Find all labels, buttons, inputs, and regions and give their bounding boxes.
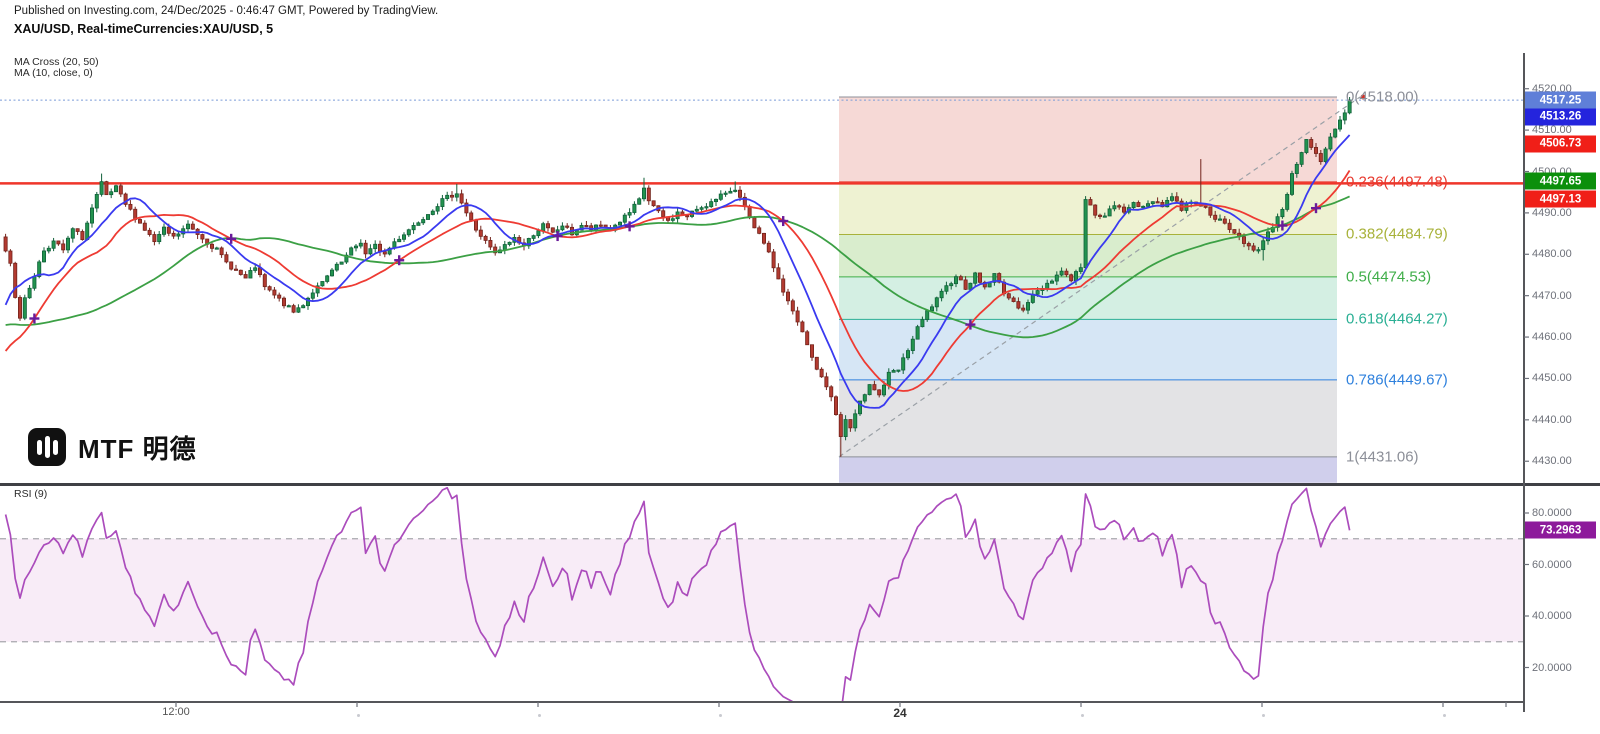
- fib-level-label: 0.236(4497.48): [1346, 173, 1448, 191]
- rsi-axis-label: 20.0000: [1532, 661, 1572, 674]
- indicator-ma10-label[interactable]: MA (10, close, 0): [14, 67, 93, 79]
- price-axis-label: 4480.00: [1532, 248, 1572, 261]
- price-axis-label: 4430.00: [1532, 455, 1572, 468]
- price-axis-label: 4510.00: [1532, 124, 1572, 137]
- time-axis-minor-dot: [538, 714, 541, 717]
- time-axis-minor-dot: [1262, 714, 1265, 717]
- ma50-badge: 4497.65: [1525, 172, 1596, 190]
- time-axis-minor-dot: [1443, 714, 1446, 717]
- fib-level-label: 0(4518.00): [1346, 88, 1419, 106]
- time-axis-label: 24: [893, 706, 907, 720]
- symbol-title: XAU/USD, Real-timeCurrencies:XAU/USD, 5: [14, 22, 274, 36]
- mtf-logo-icon: [28, 428, 66, 466]
- price-axis-label: 4460.00: [1532, 331, 1572, 344]
- published-line: Published on Investing.com, 24/Dec/2025 …: [14, 5, 439, 17]
- ma20-badge: 4506.73: [1525, 135, 1596, 153]
- time-axis-label: 12:00: [162, 706, 190, 718]
- rsi-indicator-label[interactable]: RSI (9): [14, 488, 48, 500]
- price-axis-label: 4440.00: [1532, 413, 1572, 426]
- price-axis-label: 4450.00: [1532, 372, 1572, 385]
- indicator-ma-cross-label[interactable]: MA Cross (20, 50): [14, 56, 99, 68]
- price-axis-label: 4490.00: [1532, 206, 1572, 219]
- fib-level-label: 0.786(4449.67): [1346, 371, 1448, 389]
- time-axis-minor-dot: [719, 714, 722, 717]
- fib-level-label: 0.382(4484.79): [1346, 225, 1448, 243]
- last-price-badge: 4517.25: [1525, 91, 1596, 109]
- rsi-axis-label: 80.0000: [1532, 507, 1572, 519]
- fib-level-label: 1(4431.06): [1346, 448, 1419, 466]
- hline-badge: 4497.13: [1525, 190, 1596, 208]
- fib-level-label: 0.618(4464.27): [1346, 310, 1448, 328]
- ma10-badge: 4513.26: [1525, 108, 1596, 126]
- watermark-logo: MTF 明德: [28, 428, 197, 466]
- time-axis-minor-dot: [357, 714, 360, 717]
- watermark-text: MTF 明德: [78, 433, 197, 464]
- rsi-axis-label: 60.0000: [1532, 558, 1572, 571]
- price-axis-label: 4470.00: [1532, 289, 1572, 302]
- rsi-value-badge: 73.2963: [1525, 521, 1596, 539]
- rsi-axis-label: 40.0000: [1532, 610, 1572, 622]
- time-axis-minor-dot: [1081, 714, 1084, 717]
- fib-level-label: 0.5(4474.53): [1346, 268, 1432, 286]
